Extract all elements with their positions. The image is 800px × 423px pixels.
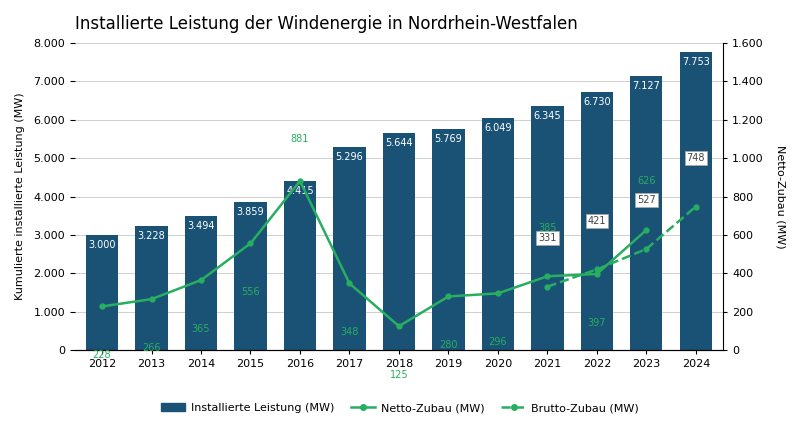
Bar — [680, 52, 712, 350]
Text: 365: 365 — [192, 324, 210, 334]
Y-axis label: Netto-Zubau (MW): Netto-Zubau (MW) — [775, 145, 785, 248]
Text: 3.228: 3.228 — [138, 231, 166, 241]
Text: 280: 280 — [439, 340, 458, 350]
Brutto-Zubau (MW) — [542, 284, 552, 289]
Text: 6.345: 6.345 — [534, 112, 562, 121]
Netto-Zubau (MW) — [642, 228, 651, 233]
Text: Installierte Leistung der Windenergie in Nordrhein-Westfalen: Installierte Leistung der Windenergie in… — [75, 15, 578, 33]
Bar — [334, 147, 366, 350]
Bar — [482, 118, 514, 350]
Netto-Zubau (MW) — [394, 324, 404, 329]
Bar — [185, 216, 217, 350]
Netto-Zubau (MW) — [295, 179, 305, 184]
Netto-Zubau (MW) — [196, 277, 206, 283]
Text: 348: 348 — [340, 327, 358, 337]
Netto-Zubau (MW) — [246, 241, 255, 246]
Text: 5.296: 5.296 — [335, 152, 363, 162]
Text: 7.127: 7.127 — [633, 81, 660, 91]
Text: 6.730: 6.730 — [583, 97, 610, 107]
Y-axis label: Kumulierte installierte Leistung (MW): Kumulierte installierte Leistung (MW) — [15, 93, 25, 300]
Brutto-Zubau (MW) — [691, 204, 701, 209]
Text: 626: 626 — [637, 176, 656, 187]
Brutto-Zubau (MW) — [642, 247, 651, 252]
Bar — [383, 133, 415, 350]
Text: 4.415: 4.415 — [286, 186, 314, 195]
Text: 7.753: 7.753 — [682, 58, 710, 67]
Text: 296: 296 — [489, 337, 507, 347]
Bar — [284, 181, 316, 350]
Text: 5.644: 5.644 — [385, 138, 413, 148]
Text: 3.000: 3.000 — [88, 240, 116, 250]
Netto-Zubau (MW) — [345, 281, 354, 286]
Text: 556: 556 — [241, 287, 260, 297]
Text: 5.769: 5.769 — [434, 134, 462, 143]
Netto-Zubau (MW) — [444, 294, 454, 299]
Line: Netto-Zubau (MW): Netto-Zubau (MW) — [99, 179, 649, 329]
Netto-Zubau (MW) — [98, 304, 107, 309]
Netto-Zubau (MW) — [493, 291, 502, 296]
Bar — [135, 226, 167, 350]
Bar — [531, 107, 563, 350]
Text: 331: 331 — [538, 233, 557, 243]
Netto-Zubau (MW) — [146, 297, 156, 302]
Netto-Zubau (MW) — [542, 274, 552, 279]
Text: 3.859: 3.859 — [237, 207, 264, 217]
Line: Brutto-Zubau (MW): Brutto-Zubau (MW) — [545, 204, 698, 289]
Text: 881: 881 — [290, 135, 309, 144]
Text: 228: 228 — [93, 350, 111, 360]
Bar — [86, 235, 118, 350]
Text: 397: 397 — [588, 318, 606, 327]
Bar — [432, 129, 465, 350]
Brutto-Zubau (MW) — [592, 267, 602, 272]
Legend: Installierte Leistung (MW), Netto-Zubau (MW), Brutto-Zubau (MW): Installierte Leistung (MW), Netto-Zubau … — [157, 398, 643, 418]
Text: 6.049: 6.049 — [484, 123, 512, 133]
Text: 266: 266 — [142, 343, 161, 353]
Text: 3.494: 3.494 — [187, 221, 214, 231]
Bar — [581, 92, 613, 350]
Netto-Zubau (MW) — [592, 272, 602, 277]
Text: 385: 385 — [538, 222, 557, 233]
Text: 748: 748 — [686, 153, 705, 163]
Bar — [630, 77, 662, 350]
Bar — [234, 202, 266, 350]
Text: 421: 421 — [588, 216, 606, 226]
Text: 527: 527 — [637, 195, 656, 206]
Text: 125: 125 — [390, 370, 408, 380]
